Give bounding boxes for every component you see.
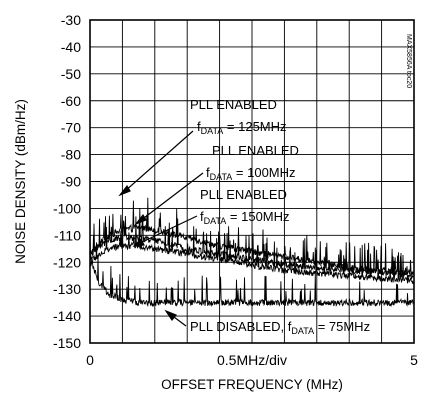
annotation-pll-150: PLL ENABLED fDATA = 150MHz: [200, 187, 290, 226]
arrowhead-pll-150: [132, 237, 145, 247]
annotation-pll-disabled: PLL DISABLED, fDATA = 75MHz: [190, 319, 370, 336]
y-axis-label: NOISE DENSITY (dBm/Hz): [13, 99, 28, 264]
y-tick-label: -80: [61, 147, 81, 163]
y-tick-label: -50: [61, 66, 81, 82]
y-tick-label: -40: [61, 39, 81, 55]
arrow-pll-125: [123, 130, 194, 193]
annotation-pll-100: PLL ENABLED fDATA = 100MHz: [206, 143, 299, 182]
arrow-pll-100: [139, 172, 204, 222]
series-line-pll_150: [89, 216, 415, 285]
y-tick-label: -70: [61, 120, 81, 136]
x-tick-label-mid: 0.5MHz/div: [217, 352, 287, 368]
annotation-pll-100-line2: fDATA = 100MHz: [206, 165, 296, 182]
annotation-arrows: [118, 130, 204, 327]
plot-frame: [89, 19, 415, 344]
annotation-pll-125-line1: PLL ENABLED: [190, 97, 277, 112]
x-axis-label: OFFSET FREQUENCY (MHz): [161, 377, 343, 392]
y-tick-label: -150: [53, 335, 81, 351]
series-line-pll_100: [89, 208, 415, 281]
grid-lines: [90, 20, 414, 343]
annotation-pll-150-line2: fDATA = 150MHz: [200, 209, 290, 226]
y-tick-label: -30: [61, 12, 81, 28]
x-tick-label-5: 5: [410, 352, 418, 368]
arrowhead-pll-125: [118, 184, 131, 197]
y-tick-label: -120: [53, 254, 81, 270]
x-tick-label-0: 0: [86, 352, 94, 368]
y-tick-label: -140: [53, 308, 81, 324]
y-tick-label: -60: [61, 93, 81, 109]
annotation-pll-125: PLL ENABLED fDATA = 125MHz: [190, 97, 287, 136]
y-tick-labels: -30 -40 -50 -60 -70 -80 -90 -100 -110 -120 -130 -14…: [53, 12, 81, 351]
y-tick-label: -100: [53, 200, 81, 216]
y-tick-label: -90: [61, 174, 81, 190]
arrowhead-pll-100: [134, 213, 147, 226]
arrow-pll-150: [137, 215, 198, 245]
annotation-pll-150-line1: PLL ENABLED: [200, 187, 287, 202]
y-tick-label: -130: [53, 281, 81, 297]
arrowhead-pll-disabled: [164, 309, 177, 322]
series-line-pll_disabled: [89, 233, 415, 308]
annotation-pll-100-line1: PLL ENABLED: [212, 143, 299, 158]
figure-tag: MAX5856A toc20: [405, 34, 412, 88]
data-series: [89, 197, 415, 308]
y-tick-label: -110: [54, 227, 81, 243]
annotation-pll-disabled-label: PLL DISABLED, fDATA = 75MHz: [190, 319, 370, 336]
annotation-pll-125-line2: fDATA = 125MHz: [197, 119, 287, 136]
